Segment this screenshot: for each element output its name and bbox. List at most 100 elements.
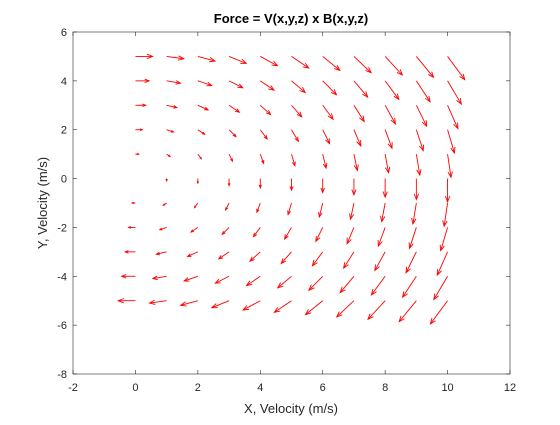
arrow-head: [450, 146, 456, 155]
arrow-head: [127, 226, 131, 229]
arrow-shaft: [377, 227, 386, 247]
arrow-shaft: [405, 251, 417, 273]
arrow-head: [225, 207, 228, 212]
arrow-shaft: [197, 55, 216, 62]
arrow-shaft: [318, 202, 324, 218]
arrow-head: [327, 113, 334, 121]
arrow-shaft: [322, 56, 341, 71]
arrow-shaft: [291, 104, 303, 118]
y-tick-label: 2: [61, 125, 67, 137]
arrow-head: [230, 158, 234, 163]
arrow-shaft: [308, 275, 324, 291]
arrow-head: [258, 184, 262, 190]
arrow-shaft: [166, 104, 178, 109]
arrow-shaft: [353, 129, 362, 147]
arrow-shaft: [260, 56, 278, 67]
arrow-shaft: [291, 129, 299, 142]
arrow-head: [206, 81, 213, 87]
arrow-shaft: [433, 276, 448, 300]
arrow-shaft: [218, 251, 230, 260]
arrow-head: [158, 227, 163, 231]
arrow-head: [401, 291, 408, 299]
axes: -2 0 2 4 6 8 10 12 -8 -6 -4 -2 0 2 4 6: [57, 27, 516, 394]
arrow-shaft: [197, 129, 205, 135]
arrow-head: [436, 269, 442, 277]
arrow-shaft: [291, 154, 296, 166]
arrow-shaft: [249, 251, 261, 262]
arrow-shaft: [367, 300, 386, 320]
arrow-shaft: [152, 275, 167, 280]
arrow-head: [346, 237, 352, 245]
arrow-shaft: [430, 300, 448, 325]
arrow-head: [398, 315, 405, 323]
arrow-shaft: [260, 80, 275, 91]
arrow-head: [416, 169, 422, 177]
arrow-head: [287, 210, 292, 216]
arrow-shaft: [415, 129, 424, 151]
arrow-head: [146, 53, 154, 60]
arrow-head: [249, 256, 255, 262]
arrow-shaft: [180, 300, 198, 306]
arrow-head: [245, 280, 253, 287]
x-tick-label: 0: [132, 382, 138, 394]
arrow-head: [396, 69, 404, 76]
arrow-head: [173, 105, 179, 109]
arrow-shaft: [242, 300, 261, 311]
arrow-head: [325, 138, 331, 145]
arrow-head: [201, 131, 206, 136]
arrow-shaft: [197, 80, 212, 86]
arrow-head: [444, 196, 451, 203]
arrow-shaft: [190, 227, 199, 233]
x-tick-label: 4: [257, 382, 263, 394]
vector-arrows: [117, 53, 466, 325]
x-ticks: -2 0 2 4 6 8 10 12: [68, 32, 516, 394]
arrow-shaft: [291, 80, 306, 93]
arrow-shaft: [315, 227, 324, 242]
arrow-head: [214, 278, 221, 284]
arrow-shaft: [371, 276, 386, 296]
axes-box: [72, 31, 511, 375]
arrow-head: [284, 234, 289, 241]
arrow-shaft: [166, 55, 184, 60]
arrow-head: [209, 57, 217, 63]
x-tick-label: 6: [320, 382, 326, 394]
arrow-head: [139, 128, 144, 132]
arrow-head: [382, 191, 388, 199]
arrow-head: [367, 313, 374, 321]
arrow-head: [276, 282, 284, 289]
arrow-head: [242, 305, 250, 311]
arrow-head: [384, 166, 391, 174]
arrow-shaft: [402, 276, 417, 298]
arrow-head: [424, 95, 431, 103]
x-tick-label: 2: [195, 382, 201, 394]
arrow-shaft: [415, 80, 431, 102]
arrow-shaft: [353, 56, 372, 74]
arrow-shaft: [312, 251, 324, 267]
arrow-shaft: [322, 129, 330, 144]
arrow-head: [210, 303, 218, 309]
arrow-head: [365, 67, 372, 74]
arrow-shaft: [415, 154, 421, 176]
arrow-shaft: [384, 56, 403, 76]
arrow-head: [256, 208, 260, 214]
arrow-shaft: [447, 154, 452, 178]
arrow-shaft: [447, 129, 455, 154]
arrow-head: [168, 154, 172, 158]
y-tick-label: -6: [57, 320, 67, 332]
arrow-shaft: [156, 251, 167, 255]
arrow-head: [459, 73, 466, 81]
arrow-shaft: [447, 80, 462, 105]
arrow-shaft: [322, 80, 337, 96]
arrow-head: [377, 239, 383, 248]
arrow-head: [429, 318, 436, 325]
arrow-shaft: [287, 202, 292, 215]
arrow-head: [428, 71, 435, 79]
arrow-head: [315, 235, 321, 243]
arrow-head: [393, 93, 400, 101]
arrow-head: [296, 111, 303, 118]
arrow-head: [442, 220, 448, 228]
y-axis-label: Y, Velocity (m/s): [35, 157, 50, 249]
arrow-shaft: [225, 202, 230, 211]
arrow-shaft: [447, 56, 466, 80]
